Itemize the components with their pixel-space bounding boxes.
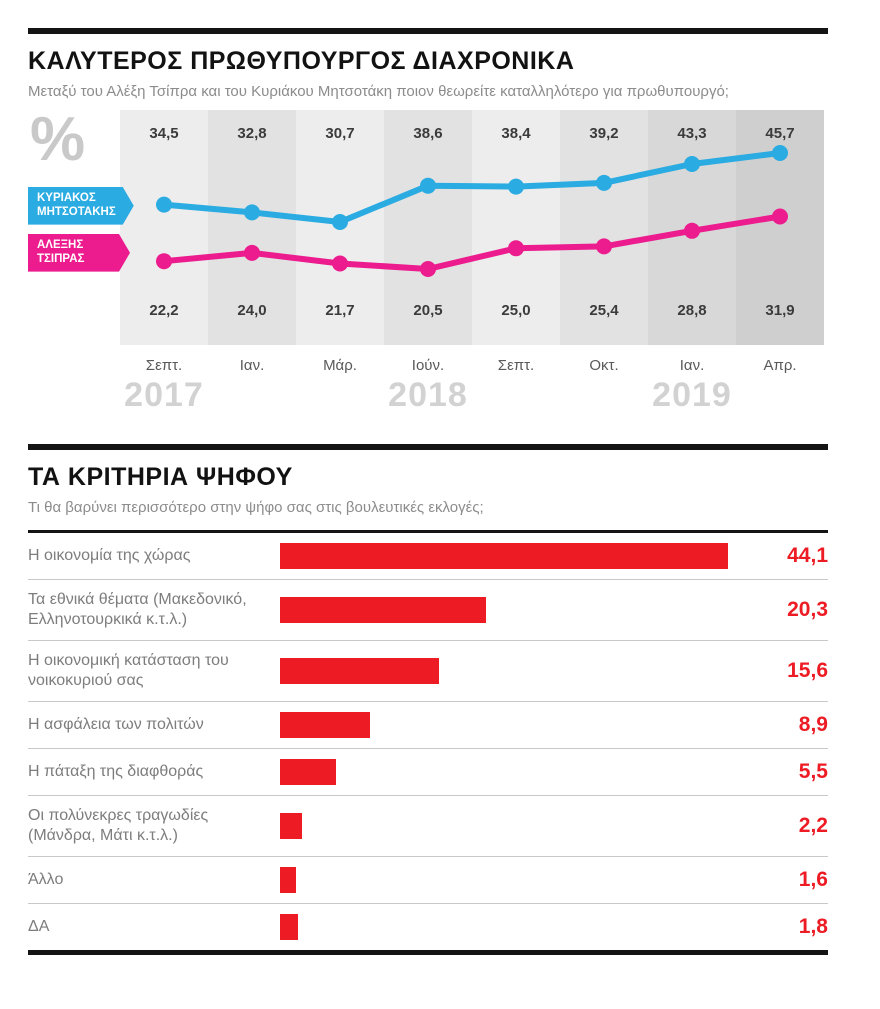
pm-title: ΚΑΛΥΤΕΡΟΣ ΠΡΩΘΥΠΟΥΡΓΟΣ ΔΙΑΧΡΟΝΙΚΑ [28,47,575,75]
mitsotakis-value-label: 43,3 [677,125,707,142]
criteria-value: 15,6 [787,659,828,682]
criteria-bar [280,712,371,738]
criteria-value: 5,5 [798,760,828,783]
year-axis: 2017 2018 2019 [120,376,828,420]
mitsotakis-value-label: 30,7 [325,125,355,142]
criteria-bar [280,759,336,785]
criteria-divider [28,530,828,533]
percent-symbol: % [30,105,86,174]
criteria-value: 1,8 [798,915,828,938]
tsipras-value-label: 25,0 [501,302,531,319]
criteria-row: Η οικονομική κατάσταση του νοικοκυριού σ… [28,641,828,702]
criteria-bar [280,914,299,940]
criteria-label: Άλλο [28,871,64,888]
criteria-bar [280,543,728,569]
legend-tsipras-line2: ΤΣΙΠΡΑΣ [37,252,85,265]
bottom-rule [28,950,828,955]
chart-column: 45,7 31,9 [736,110,824,345]
criteria-row: Άλλο 1,6 [28,857,828,904]
year-label: 2018 [388,376,468,414]
mitsotakis-value-label: 45,7 [765,125,795,142]
criteria-label: Η ασφάλεια των πολιτών [28,716,204,733]
pm-line-chart: % ΚΥΡΙΑΚΟΣ ΜΗΤΣΟΤΑΚΗΣ ΑΛΕΞΗΣ ΤΣΙΠΡΑΣ 34,… [28,105,828,345]
chart-columns: 34,5 22,2 32,8 24,0 30,7 21,7 38,6 20,5 38,4 25,0… [120,110,828,345]
bar-track [280,597,742,623]
mitsotakis-value-label: 34,5 [149,125,179,142]
pm-subtitle: Μεταξύ του Αλέξη Τσίπρα και του Κυριάκου… [28,83,729,100]
legend-tsipras-line1: ΑΛΕΞΗΣ [37,239,84,251]
legend-mitsotakis-line1: ΚΥΡΙΑΚΟΣ [37,192,96,204]
chart-column: 43,3 28,8 [648,110,736,345]
tsipras-value-label: 22,2 [149,302,179,319]
legend-tsipras-tag: ΑΛΕΞΗΣ ΤΣΙΠΡΑΣ [28,234,130,272]
month-label: Ιαν. [679,357,705,374]
tsipras-value-label: 31,9 [765,302,795,319]
criteria-bar [280,813,303,839]
tsipras-value-label: 21,7 [325,302,355,319]
bar-track [280,658,742,684]
criteria-value: 20,3 [787,598,828,621]
chart-column: 39,2 25,4 [560,110,648,345]
month-label: Οκτ. [589,357,619,374]
infographic: ΚΑΛΥΤΕΡΟΣ ΠΡΩΘΥΠΟΥΡΓΟΣ ΔΙΑΧΡΟΝΙΚΑ Μεταξύ… [28,28,828,955]
legend-mitsotakis-tag: ΚΥΡΙΑΚΟΣ ΜΗΤΣΟΤΑΚΗΣ [28,187,134,225]
mitsotakis-value-label: 32,8 [237,125,267,142]
bar-track [280,914,742,940]
criteria-label: Η πάταξη της διαφθοράς [28,763,204,780]
criteria-bar [280,867,297,893]
month-label: Απρ. [763,357,797,374]
month-label: Σεπτ. [145,357,183,374]
bar-track [280,759,742,785]
tsipras-value-label: 20,5 [413,302,443,319]
pm-section: ΚΑΛΥΤΕΡΟΣ ΠΡΩΘΥΠΟΥΡΓΟΣ ΔΙΑΧΡΟΝΙΚΑ Μεταξύ… [28,28,828,420]
criteria-label: Η οικονομία της χώρας [28,547,191,564]
month-label: Μάρ. [323,357,357,374]
criteria-label: Η οικονομική κατάσταση του νοικοκυριού σ… [28,652,229,689]
bar-track [280,867,742,893]
criteria-row: Οι πολύνεκρες τραγωδίες (Μάνδρα, Μάτι κ.… [28,796,828,857]
tsipras-value-label: 25,4 [589,302,619,319]
chart-column: 34,5 22,2 [120,110,208,345]
chart-column: 32,8 24,0 [208,110,296,345]
bar-track [280,543,742,569]
criteria-top-rule [28,444,828,450]
criteria-title: ΤΑ ΚΡΙΤΗΡΙΑ ΨΗΦΟΥ [28,463,293,491]
month-label: Σεπτ. [497,357,535,374]
bar-track [280,813,742,839]
criteria-row: Η οικονομία της χώρας 44,1 [28,533,828,580]
criteria-label: ΔΑ [28,918,50,935]
criteria-rows: Η οικονομία της χώρας 44,1 Τα εθνικά θέματ… [28,533,828,950]
tsipras-value-label: 28,8 [677,302,707,319]
tsipras-value-label: 24,0 [237,302,267,319]
criteria-row: Τα εθνικά θέματα (Μακεδονικό, Ελληνοτουρ… [28,580,828,641]
criteria-row: Η ασφάλεια των πολιτών 8,9 [28,702,828,749]
bar-track [280,712,742,738]
year-label: 2017 [124,376,204,414]
criteria-value: 2,2 [798,814,828,837]
criteria-value: 1,6 [798,868,828,891]
criteria-value: 8,9 [798,713,828,736]
criteria-section: ΤΑ ΚΡΙΤΗΡΙΑ ΨΗΦΟΥ Τι θα βαρύνει περισσότ… [28,444,828,955]
month-label: Ιαν. [239,357,265,374]
criteria-subtitle: Τι θα βαρύνει περισσότερο στην ψήφο σας … [28,499,484,516]
criteria-label: Τα εθνικά θέματα (Μακεδονικό, Ελληνοτουρ… [28,591,247,628]
criteria-bar [280,597,487,623]
chart-column: 38,4 25,0 [472,110,560,345]
month-axis: Σεπτ. Ιαν. Μάρ. Ιούν. Σεπτ. Οκτ. Ιαν. Απρ. [120,357,828,374]
year-label: 2019 [652,376,732,414]
mitsotakis-value-label: 38,6 [413,125,443,142]
criteria-value: 44,1 [787,544,828,567]
chart-column: 30,7 21,7 [296,110,384,345]
mitsotakis-value-label: 39,2 [589,125,619,142]
criteria-bar [280,658,439,684]
chart-column: 38,6 20,5 [384,110,472,345]
criteria-row: ΔΑ 1,8 [28,904,828,950]
month-label: Ιούν. [411,357,445,374]
legend-mitsotakis-line2: ΜΗΤΣΟΤΑΚΗΣ [37,205,116,218]
criteria-row: Η πάταξη της διαφθοράς 5,5 [28,749,828,796]
top-rule [28,28,828,34]
criteria-label: Οι πολύνεκρες τραγωδίες (Μάνδρα, Μάτι κ.… [28,807,209,844]
mitsotakis-value-label: 38,4 [501,125,531,142]
